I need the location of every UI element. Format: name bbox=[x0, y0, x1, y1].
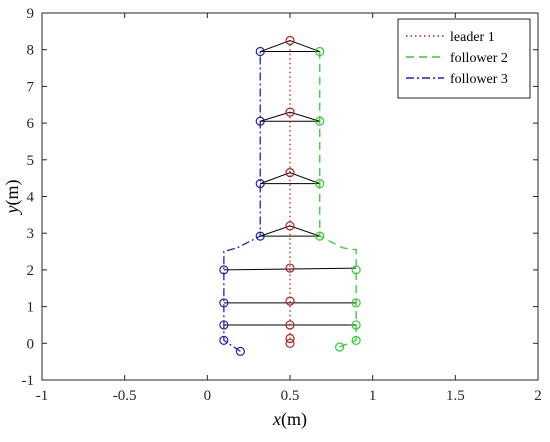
marker-follower-2 bbox=[351, 335, 361, 345]
marker-leader-1 bbox=[285, 333, 295, 344]
x-tick-label: 1 bbox=[369, 388, 377, 404]
x-tick-label: 0.5 bbox=[281, 388, 300, 404]
x-axis-unit: (m) bbox=[281, 409, 307, 430]
formation-triangle bbox=[260, 111, 320, 122]
formation-triangle bbox=[260, 172, 320, 185]
marker-follower-3 bbox=[255, 46, 265, 57]
y-tick-label: 2 bbox=[27, 263, 35, 279]
marker-follower-2 bbox=[351, 298, 361, 308]
x-axis-symbol: x bbox=[272, 409, 281, 429]
marker-follower-3 bbox=[255, 231, 265, 241]
legend-label-follower-2: follower 2 bbox=[450, 51, 508, 66]
y-tick-label: 9 bbox=[27, 6, 35, 22]
x-tick-label: -1 bbox=[36, 388, 49, 404]
legend-box bbox=[397, 18, 531, 99]
y-axis-label: y(m) bbox=[2, 180, 23, 216]
formation-triangle bbox=[260, 39, 320, 53]
axis-ticks: -1 -0.5 0 0.5 1 1.5 2 -1 0 1 2 3 4 5 6 7 8 9 bbox=[22, 6, 542, 404]
marker-follower-3 bbox=[219, 298, 229, 308]
y-axis-unit: (m) bbox=[2, 180, 23, 206]
marker-leader-1 bbox=[285, 338, 295, 348]
marker-follower-3 bbox=[219, 320, 229, 330]
y-tick-label: 5 bbox=[27, 153, 35, 169]
x-tick-label: -0.5 bbox=[113, 388, 137, 404]
series-markers bbox=[219, 35, 361, 356]
y-tick-label: 7 bbox=[27, 79, 35, 95]
y-tick-label: 3 bbox=[27, 226, 35, 242]
formation-link bbox=[223, 267, 357, 271]
x-axis-label: x(m) bbox=[272, 409, 307, 430]
marker-follower-2 bbox=[351, 265, 361, 275]
marker-follower-3 bbox=[219, 335, 229, 345]
x-tick-label: 1.5 bbox=[446, 388, 465, 404]
marker-follower-3 bbox=[235, 346, 245, 356]
marker-leader-1 bbox=[285, 107, 295, 117]
marker-leader-1 bbox=[285, 263, 295, 273]
marker-follower-3 bbox=[255, 179, 265, 189]
marker-leader-1 bbox=[285, 296, 295, 306]
marker-follower-2 bbox=[335, 342, 345, 352]
series-line-follower-2 bbox=[319, 51, 357, 348]
marker-leader-1 bbox=[285, 320, 295, 330]
series-line-follower-3 bbox=[223, 51, 261, 352]
y-tick-label: 6 bbox=[27, 116, 35, 132]
y-tick-label: 8 bbox=[27, 43, 35, 59]
marker-follower-2 bbox=[351, 320, 361, 330]
y-tick-label: 1 bbox=[27, 300, 35, 316]
x-tick-label: 2 bbox=[534, 388, 542, 404]
x-tick-label: 0 bbox=[204, 388, 212, 404]
formation-triangle bbox=[260, 225, 320, 237]
marker-follower-2 bbox=[315, 46, 325, 57]
marker-follower-3 bbox=[219, 265, 229, 275]
marker-follower-2 bbox=[315, 179, 325, 189]
legend-label-leader-1: leader 1 bbox=[450, 30, 495, 45]
y-tick-label: 4 bbox=[27, 190, 35, 206]
marker-leader-1 bbox=[285, 168, 295, 178]
marker-follower-3 bbox=[255, 116, 265, 126]
legend-label-follower-3: follower 3 bbox=[450, 72, 508, 87]
marker-follower-2 bbox=[315, 116, 325, 126]
y-axis-symbol: y bbox=[2, 206, 22, 216]
y-tick-label: 0 bbox=[27, 336, 35, 352]
marker-leader-1 bbox=[285, 221, 295, 231]
y-tick-label: -1 bbox=[22, 373, 35, 389]
legend: leader 1 follower 2 follower 3 bbox=[397, 18, 531, 99]
marker-follower-2 bbox=[315, 231, 325, 241]
marker-leader-1 bbox=[285, 35, 295, 46]
series-lines bbox=[223, 40, 357, 352]
formation-links bbox=[223, 39, 357, 326]
